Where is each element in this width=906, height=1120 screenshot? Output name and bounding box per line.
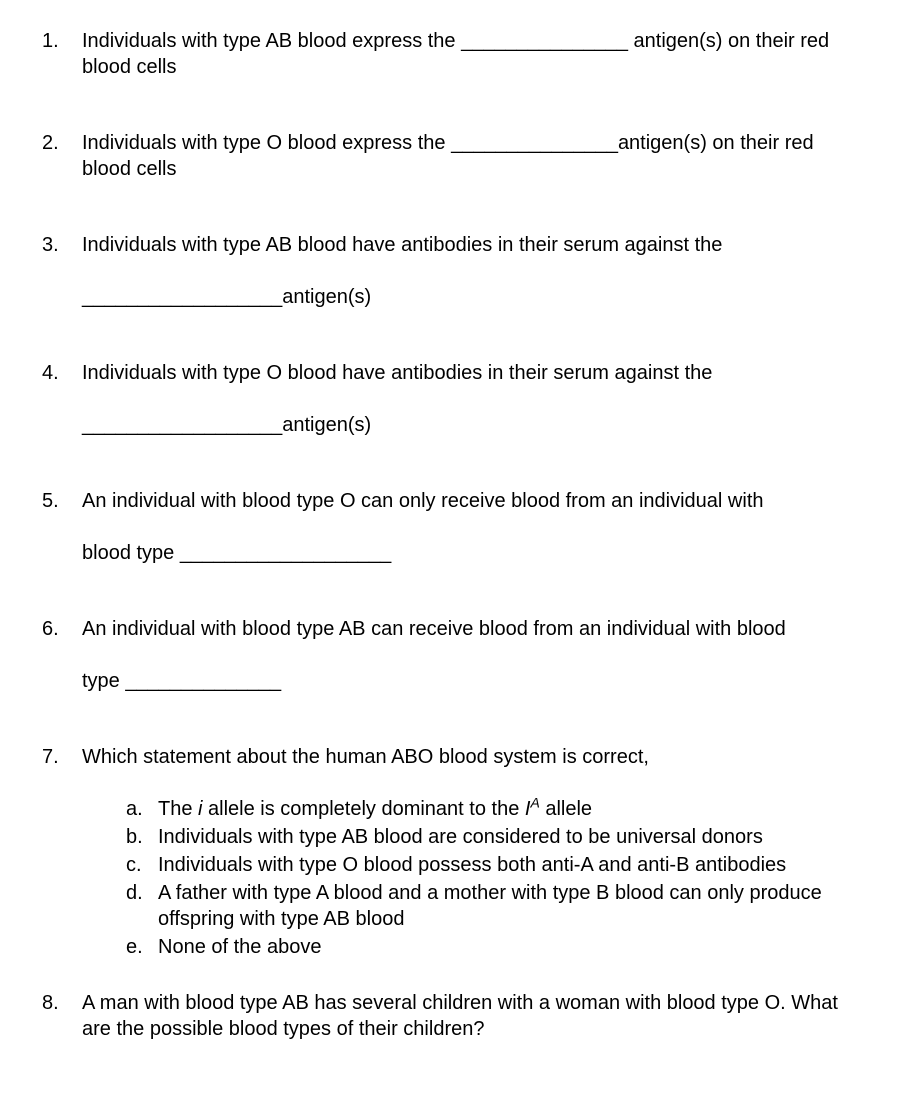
allele-superscript-A: A <box>530 794 539 810</box>
question-text: Individuals with type O blood have antib… <box>82 362 712 384</box>
question-text: An individual with blood type O can only… <box>82 490 764 512</box>
question-blank-line: __________________antigen(s) <box>82 286 371 308</box>
question-3: Individuals with type AB blood have anti… <box>30 232 866 310</box>
question-4: Individuals with type O blood have antib… <box>30 360 866 438</box>
question-7: Which statement about the human ABO bloo… <box>30 744 866 960</box>
question-5: An individual with blood type O can only… <box>30 488 866 566</box>
option-e: None of the above <box>126 934 866 960</box>
question-1: Individuals with type AB blood express t… <box>30 28 866 80</box>
question-text: Which statement about the human ABO bloo… <box>82 746 649 768</box>
question-text: Individuals with type O blood express th… <box>82 132 814 180</box>
question-list: Individuals with type AB blood express t… <box>30 28 866 1042</box>
option-text: A father with type A blood and a mother … <box>158 882 822 930</box>
option-text-part: allele <box>540 798 592 820</box>
question-text: A man with blood type AB has several chi… <box>82 992 838 1040</box>
option-text-part: The <box>158 798 198 820</box>
question-6: An individual with blood type AB can rec… <box>30 616 866 694</box>
option-text: Individuals with type O blood possess bo… <box>158 854 786 876</box>
option-c: Individuals with type O blood possess bo… <box>126 852 866 878</box>
question-text: Individuals with type AB blood express t… <box>82 30 829 78</box>
option-d: A father with type A blood and a mother … <box>126 880 866 932</box>
option-text: None of the above <box>158 936 321 958</box>
option-text: Individuals with type AB blood are consi… <box>158 826 763 848</box>
option-text-part: allele is completely dominant to the <box>202 798 524 820</box>
question-blank-line: __________________antigen(s) <box>82 414 371 436</box>
question-blank-line: type ______________ <box>82 670 281 692</box>
question-text: Individuals with type AB blood have anti… <box>82 234 722 256</box>
option-b: Individuals with type AB blood are consi… <box>126 824 866 850</box>
option-a: The i allele is completely dominant to t… <box>126 796 866 822</box>
question-8: A man with blood type AB has several chi… <box>30 990 866 1042</box>
options-list: The i allele is completely dominant to t… <box>126 796 866 960</box>
question-text: An individual with blood type AB can rec… <box>82 618 786 640</box>
question-2: Individuals with type O blood express th… <box>30 130 866 182</box>
question-blank-line: blood type ___________________ <box>82 542 391 564</box>
